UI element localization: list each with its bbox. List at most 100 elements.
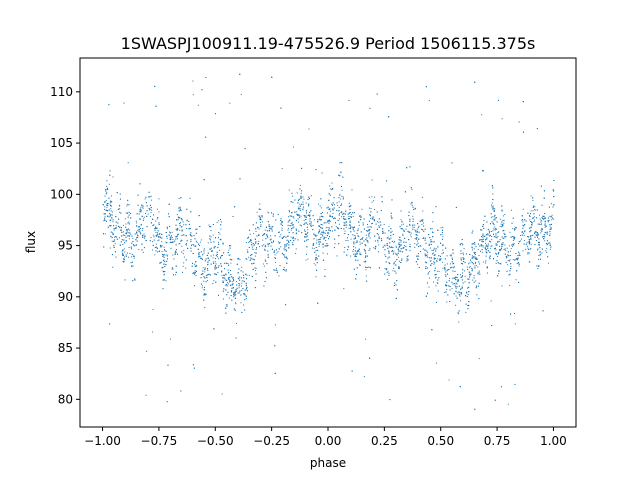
data-point bbox=[436, 362, 438, 364]
data-point bbox=[317, 249, 319, 251]
data-point bbox=[338, 213, 340, 215]
data-point bbox=[270, 228, 272, 230]
data-point bbox=[338, 214, 340, 216]
data-point bbox=[507, 251, 509, 253]
data-point bbox=[527, 236, 529, 238]
data-point bbox=[246, 290, 248, 292]
data-point bbox=[486, 221, 488, 223]
data-point bbox=[490, 300, 492, 302]
data-point bbox=[478, 261, 480, 263]
data-point bbox=[124, 218, 126, 220]
data-point bbox=[257, 226, 259, 228]
data-point bbox=[306, 226, 308, 228]
data-point bbox=[163, 256, 165, 258]
data-point bbox=[139, 207, 141, 209]
data-point bbox=[391, 240, 393, 242]
data-point bbox=[547, 217, 549, 219]
data-point bbox=[138, 230, 140, 232]
data-point bbox=[177, 228, 179, 230]
data-point bbox=[109, 170, 111, 172]
data-point bbox=[251, 263, 253, 265]
data-point bbox=[126, 203, 128, 205]
data-point bbox=[196, 264, 198, 266]
data-point bbox=[424, 254, 426, 256]
data-point bbox=[416, 240, 418, 242]
data-point bbox=[430, 239, 432, 241]
data-point bbox=[383, 223, 385, 225]
data-point bbox=[226, 285, 228, 287]
data-point bbox=[195, 265, 197, 267]
data-point bbox=[283, 254, 285, 256]
data-point bbox=[114, 251, 116, 253]
data-point bbox=[506, 256, 508, 258]
data-point bbox=[305, 215, 307, 217]
data-point bbox=[393, 242, 395, 244]
data-point bbox=[478, 271, 480, 273]
data-point bbox=[484, 247, 486, 249]
data-point bbox=[419, 220, 421, 222]
data-point bbox=[204, 277, 206, 279]
data-point bbox=[104, 233, 106, 235]
data-point bbox=[545, 232, 547, 234]
data-point bbox=[392, 270, 394, 272]
data-point bbox=[376, 233, 378, 235]
data-point bbox=[134, 279, 136, 281]
data-point bbox=[527, 245, 529, 247]
data-point bbox=[433, 241, 435, 243]
data-point bbox=[182, 271, 184, 273]
data-point bbox=[537, 223, 539, 225]
data-point bbox=[338, 197, 340, 199]
data-point bbox=[425, 242, 427, 244]
data-point bbox=[105, 209, 107, 211]
data-point bbox=[440, 234, 442, 236]
data-point bbox=[455, 304, 457, 306]
data-point bbox=[256, 211, 258, 213]
data-point bbox=[223, 252, 225, 254]
data-point bbox=[328, 232, 330, 234]
data-point bbox=[387, 278, 389, 280]
data-point bbox=[431, 329, 433, 331]
data-point bbox=[298, 214, 300, 216]
data-point bbox=[122, 239, 124, 241]
data-point bbox=[495, 228, 497, 230]
data-point bbox=[313, 242, 315, 244]
data-point bbox=[139, 231, 141, 233]
data-point bbox=[284, 249, 286, 251]
data-point bbox=[262, 235, 264, 237]
data-point bbox=[461, 276, 463, 278]
data-point bbox=[378, 225, 380, 227]
data-point bbox=[126, 235, 128, 237]
data-point bbox=[451, 257, 453, 259]
data-point bbox=[420, 245, 422, 247]
data-point bbox=[479, 273, 481, 275]
data-point bbox=[364, 250, 366, 252]
data-point bbox=[381, 201, 383, 203]
data-point bbox=[341, 211, 343, 213]
data-point bbox=[284, 245, 286, 247]
data-point bbox=[332, 213, 334, 215]
data-point bbox=[254, 255, 256, 257]
data-point bbox=[308, 205, 310, 207]
data-point bbox=[321, 234, 323, 236]
data-point bbox=[166, 255, 168, 257]
data-point bbox=[135, 244, 137, 246]
data-point bbox=[460, 243, 462, 245]
data-point bbox=[233, 293, 235, 295]
data-point bbox=[522, 232, 524, 234]
data-point bbox=[435, 301, 437, 303]
data-point bbox=[318, 239, 320, 241]
data-point bbox=[411, 188, 413, 190]
data-point bbox=[105, 199, 107, 201]
data-point bbox=[305, 236, 307, 238]
data-point bbox=[263, 234, 265, 236]
data-point bbox=[427, 252, 429, 253]
data-point bbox=[264, 248, 266, 250]
data-point bbox=[541, 231, 543, 233]
data-point bbox=[384, 273, 386, 275]
data-point bbox=[229, 269, 231, 271]
data-point bbox=[158, 223, 160, 225]
data-point bbox=[451, 254, 453, 256]
data-point bbox=[391, 218, 393, 220]
data-point bbox=[361, 208, 363, 210]
data-point bbox=[442, 226, 444, 228]
